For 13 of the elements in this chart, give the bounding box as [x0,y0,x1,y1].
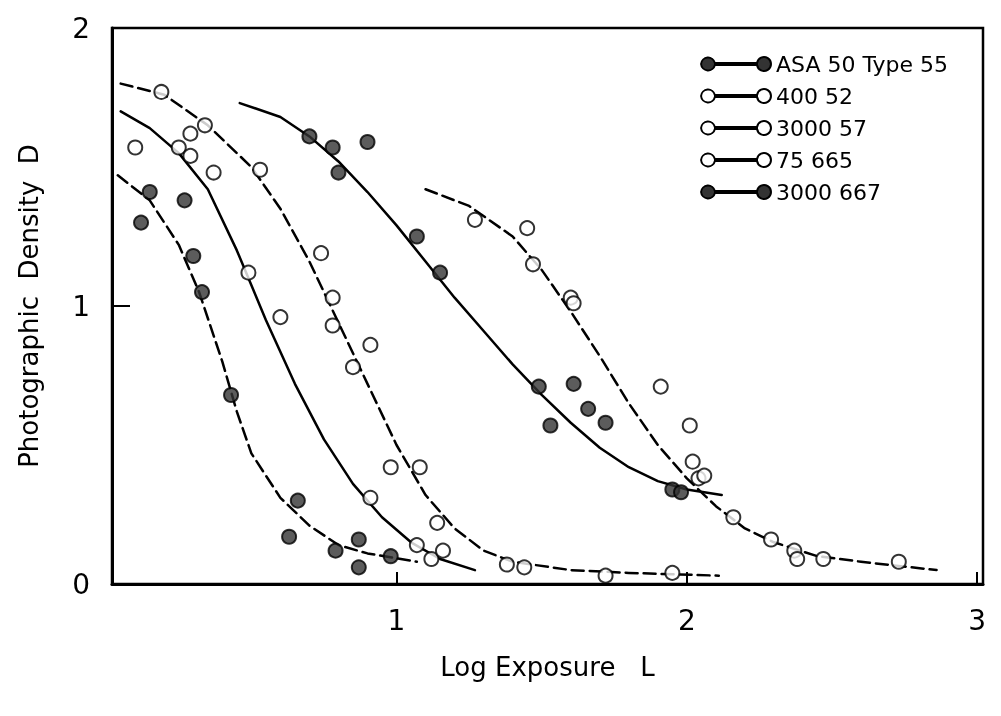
legend-label: ASA 50 Type 55 [776,51,949,77]
y-tick-label: 0 [72,567,90,601]
x-tick-label: 2 [677,603,696,637]
y-tick-label: 1 [72,289,90,323]
y-tick-label: 2 [72,11,90,45]
legend-label: 400 52 [776,83,854,109]
x-tick-label: 3 [968,603,987,637]
legend-label: 3000 667 [776,179,882,205]
y-axis-title: Photographic Density D [14,144,44,468]
x-axis-title: Log Exposure L [440,652,656,682]
legend-label: 75 665 [776,147,854,173]
x-tick-label: 1 [387,603,406,637]
legend-label: 3000 57 [776,115,868,141]
